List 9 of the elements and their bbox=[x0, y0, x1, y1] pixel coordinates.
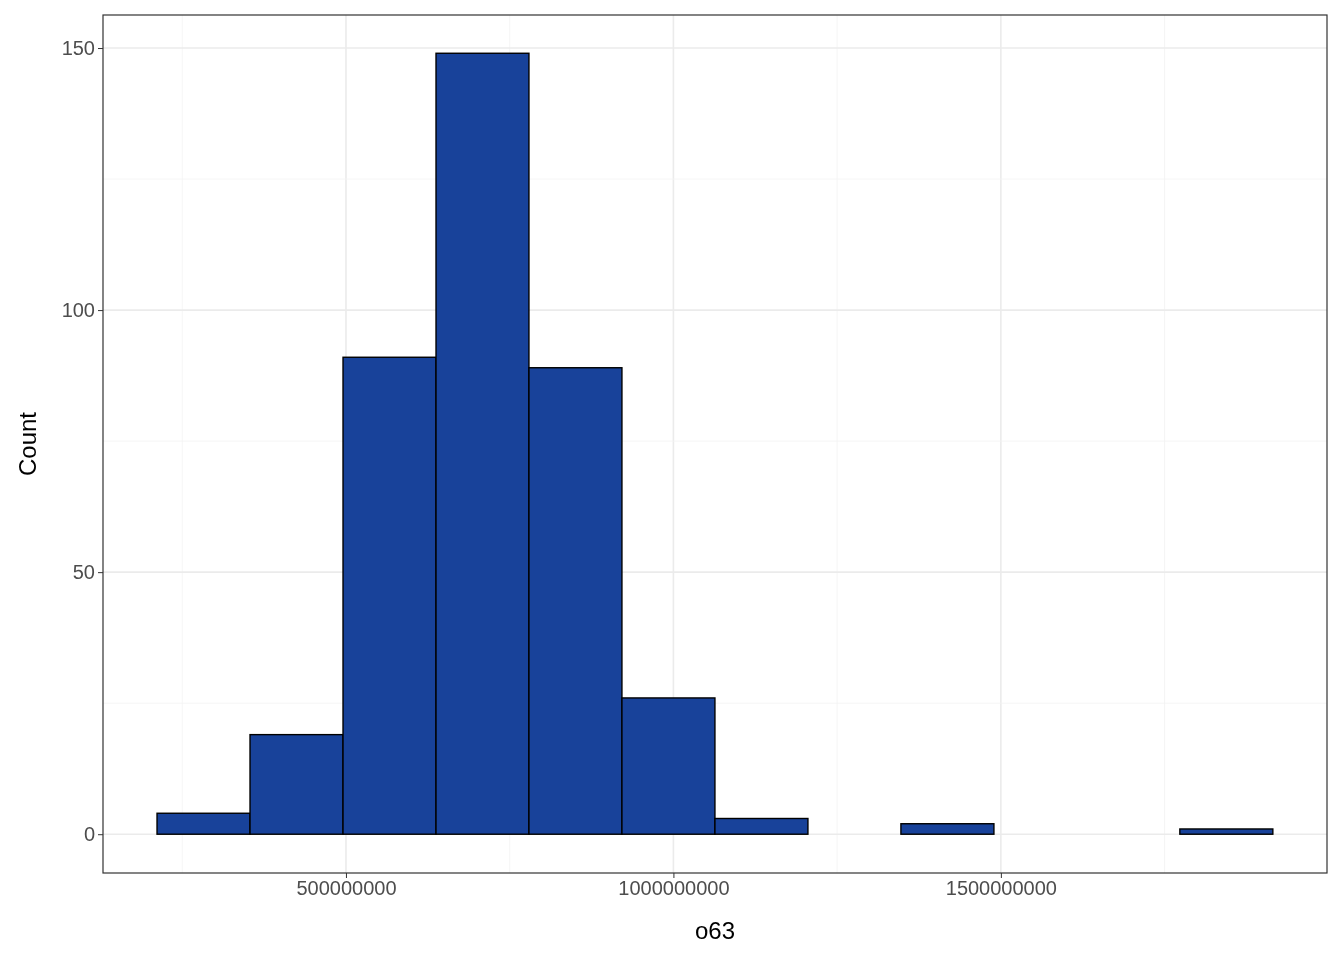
y-tick-label: 0 bbox=[83, 823, 95, 846]
y-tick-label: 100 bbox=[61, 298, 95, 321]
y-axis-title: Count bbox=[14, 411, 41, 477]
y-tick-label: 50 bbox=[72, 561, 95, 584]
x-tick-label: 1500000000 bbox=[945, 877, 1057, 900]
x-axis-title: o63 bbox=[694, 917, 736, 944]
y-tick-label: 150 bbox=[61, 36, 95, 59]
x-tick-label: 500000000 bbox=[296, 877, 397, 900]
x-tick-label: 1000000000 bbox=[618, 877, 730, 900]
